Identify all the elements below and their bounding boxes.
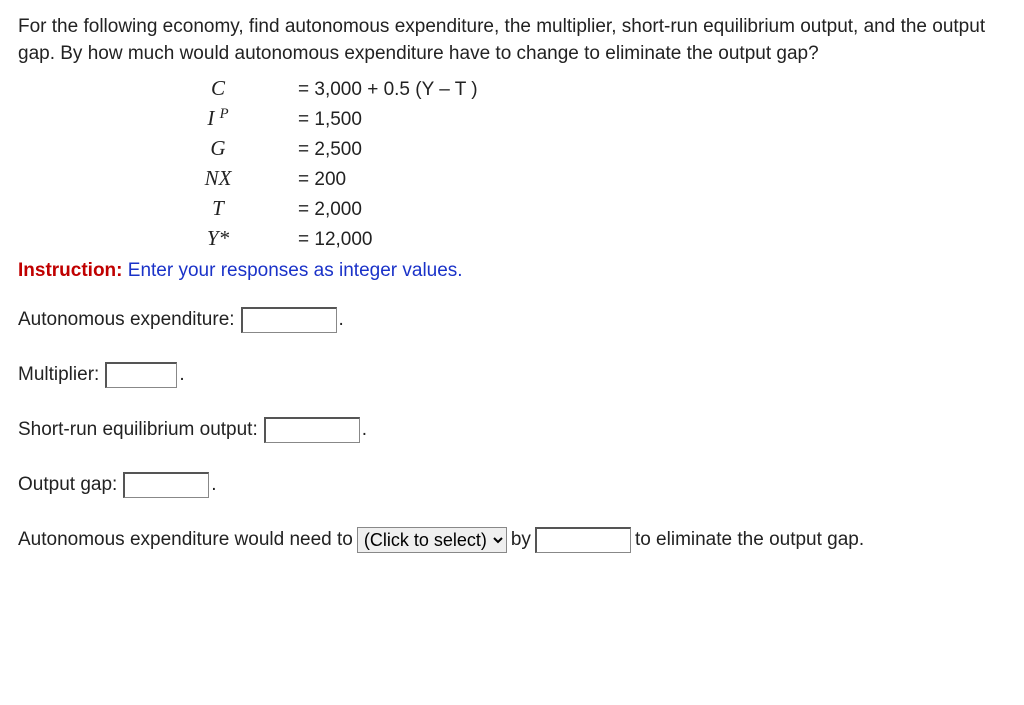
output-gap-row: Output gap: . xyxy=(18,472,1006,499)
period: . xyxy=(362,417,367,444)
final-sentence: Autonomous expenditure would need to (Cl… xyxy=(18,527,1006,554)
equation-symbol-c: C xyxy=(138,74,298,104)
short-run-output-label: Short-run equilibrium output: xyxy=(18,417,258,444)
final-pre-text: Autonomous expenditure would need to xyxy=(18,527,353,554)
direction-select[interactable]: (Click to select) xyxy=(357,527,507,553)
question-text: For the following economy, find autonomo… xyxy=(18,14,1006,68)
output-gap-label: Output gap: xyxy=(18,472,117,499)
period: . xyxy=(339,307,344,334)
autonomous-expenditure-label: Autonomous expenditure: xyxy=(18,307,235,334)
equation-row: NX = 200 xyxy=(138,164,1006,194)
equation-row: Y* = 12,000 xyxy=(138,224,1006,254)
multiplier-label: Multiplier: xyxy=(18,362,99,389)
equation-symbol-ystar: Y* xyxy=(138,224,298,254)
autonomous-expenditure-input[interactable] xyxy=(241,307,337,333)
multiplier-row: Multiplier: . xyxy=(18,362,1006,389)
multiplier-input[interactable] xyxy=(105,362,177,388)
equation-row: G = 2,500 xyxy=(138,134,1006,164)
final-mid-text: by xyxy=(511,527,531,554)
equation-value: = 12,000 xyxy=(298,227,373,254)
final-post-text: to eliminate the output gap. xyxy=(635,527,864,554)
output-gap-input[interactable] xyxy=(123,472,209,498)
change-amount-input[interactable] xyxy=(535,527,631,553)
equations-table: C = 3,000 + 0.5 (Y – T ) I P = 1,500 G =… xyxy=(138,74,1006,254)
equation-row: T = 2,000 xyxy=(138,194,1006,224)
equation-value: = 2,500 xyxy=(298,137,362,164)
equation-symbol-nx: NX xyxy=(138,164,298,194)
equation-value: = 2,000 xyxy=(298,197,362,224)
instruction-label: Instruction: xyxy=(18,260,123,281)
equation-value: = 200 xyxy=(298,167,346,194)
period: . xyxy=(211,472,216,499)
equation-symbol-t: T xyxy=(138,194,298,224)
equation-value: = 1,500 xyxy=(298,107,362,134)
equation-value: = 3,000 + 0.5 (Y – T ) xyxy=(298,77,478,104)
short-run-output-input[interactable] xyxy=(264,417,360,443)
equation-row: I P = 1,500 xyxy=(138,104,1006,134)
instruction-text: Enter your responses as integer values. xyxy=(128,260,463,281)
short-run-output-row: Short-run equilibrium output: . xyxy=(18,417,1006,444)
equation-symbol-g: G xyxy=(138,134,298,164)
autonomous-expenditure-row: Autonomous expenditure: . xyxy=(18,307,1006,334)
equation-symbol-ip: I P xyxy=(138,104,298,134)
equation-row: C = 3,000 + 0.5 (Y – T ) xyxy=(138,74,1006,104)
period: . xyxy=(179,362,184,389)
instruction-line: Instruction: Enter your responses as int… xyxy=(18,258,1006,285)
